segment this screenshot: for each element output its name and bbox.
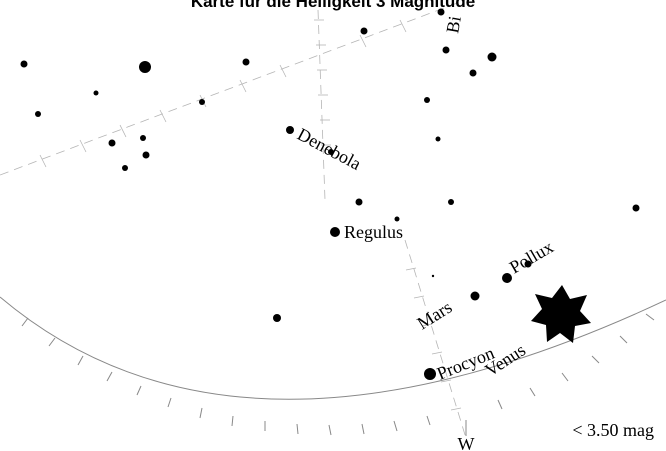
- star: [242, 58, 250, 66]
- star: [328, 149, 334, 155]
- star: [355, 198, 363, 206]
- star: [360, 27, 368, 35]
- star: [431, 274, 435, 278]
- star: [199, 99, 205, 105]
- star: [273, 314, 281, 322]
- compass-west: W: [458, 434, 475, 451]
- star-castor: [524, 260, 532, 268]
- label-denebola: Denebola: [294, 124, 364, 174]
- star: [424, 97, 430, 103]
- star: [35, 111, 41, 117]
- label-pollux: Pollux: [506, 237, 557, 278]
- star: [139, 61, 151, 73]
- star: [442, 46, 450, 54]
- star: [394, 216, 400, 222]
- map-title: Karte für die Helligkeit 3 Magnitude: [190, 0, 476, 11]
- star: [435, 136, 441, 142]
- star-denebola: [286, 126, 294, 134]
- star: [93, 90, 99, 96]
- star: [437, 8, 445, 16]
- star: [469, 69, 477, 77]
- star: [20, 60, 28, 68]
- planet-mars: [470, 291, 480, 301]
- label-mars: Mars: [414, 297, 456, 334]
- label-partial-top: Bi: [442, 14, 465, 34]
- label-regulus: Regulus: [344, 222, 403, 242]
- star: [487, 52, 497, 62]
- star: [142, 151, 150, 159]
- grid-line-meridian-upper: [317, 9, 326, 201]
- stars: [20, 8, 640, 380]
- horizon-ticks: [21, 313, 655, 436]
- venus-burst-icon: [531, 285, 591, 343]
- star: [122, 165, 128, 171]
- grid-line-ecliptic: [0, 1, 461, 176]
- star: [632, 204, 640, 212]
- star-regulus: [330, 227, 340, 237]
- horizon-circle: [0, 296, 666, 400]
- star: [448, 199, 454, 205]
- coordinate-grid: [0, 1, 471, 451]
- grid-line-meridian-lower: [404, 239, 471, 451]
- magnitude-limit-label: < 3.50 mag: [572, 420, 654, 440]
- star: [108, 139, 116, 147]
- grid-ticks: [39, 19, 462, 411]
- star-procyon: [424, 368, 436, 380]
- star: [140, 135, 146, 141]
- star-pollux: [502, 273, 512, 283]
